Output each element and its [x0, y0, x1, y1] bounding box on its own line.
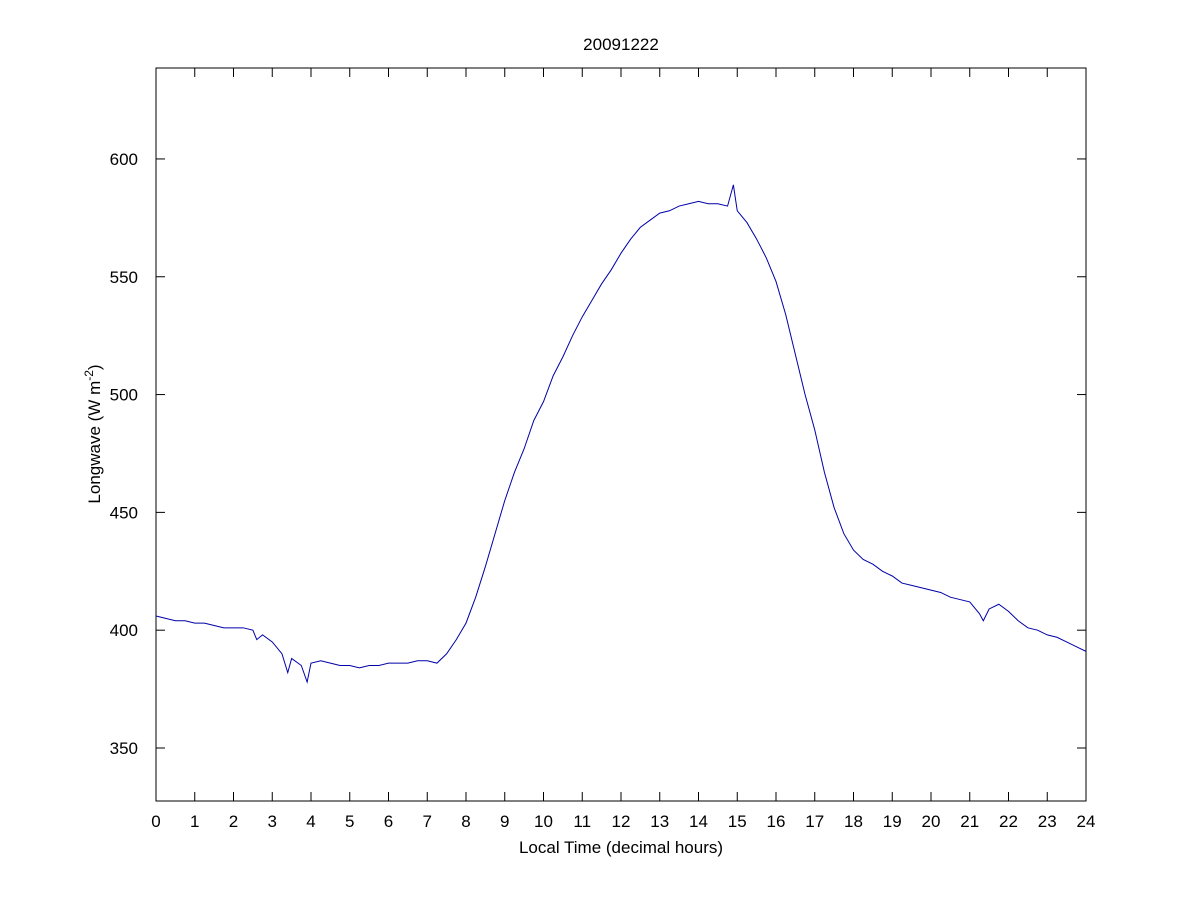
- x-tick-label: 11: [573, 812, 591, 831]
- y-label-main: Longwave (W m: [85, 381, 104, 504]
- x-tick-label: 16: [767, 812, 786, 831]
- x-tick-label: 5: [345, 812, 354, 831]
- x-tick-label: 3: [268, 812, 277, 831]
- data-line: [155, 184, 1087, 684]
- x-tick-label: 7: [423, 812, 432, 831]
- y-label-exponent: -2: [82, 370, 96, 381]
- x-tick-label: 19: [883, 812, 902, 831]
- x-tick-label: 24: [1077, 812, 1096, 831]
- x-tick-label: 17: [805, 812, 824, 831]
- y-tick-label: 450: [110, 503, 138, 522]
- y-tick-label: 400: [110, 621, 138, 640]
- y-tick-label: 350: [110, 739, 138, 758]
- y-tick-label: 600: [110, 150, 138, 169]
- x-tick-label: 2: [229, 812, 238, 831]
- x-tick-label: 1: [190, 812, 199, 831]
- x-tick-label: 12: [612, 812, 631, 831]
- x-tick-label: 4: [306, 812, 315, 831]
- x-tick-label: 10: [534, 812, 553, 831]
- plot-frame: [155, 67, 1087, 802]
- x-tick-label: 8: [461, 812, 470, 831]
- x-axis-label: Local Time (decimal hours): [519, 838, 723, 857]
- x-tick-label: 15: [728, 812, 747, 831]
- x-tick-label: 18: [844, 812, 863, 831]
- x-tick-label: 9: [500, 812, 509, 831]
- x-tick-label: 6: [384, 812, 393, 831]
- x-tick-label: 13: [650, 812, 669, 831]
- y-tick-label: 500: [110, 386, 138, 405]
- x-tick-label: 22: [999, 812, 1018, 831]
- x-tick-label: 14: [689, 812, 708, 831]
- y-axis-label: Longwave (W m-2): [82, 364, 104, 503]
- x-tick-label: 23: [1038, 812, 1057, 831]
- y-label-close: ): [85, 364, 104, 370]
- chart-title: 20091222: [583, 35, 659, 54]
- x-tick-label: 20: [922, 812, 941, 831]
- y-tick-label: 550: [110, 268, 138, 287]
- x-tick-label: 0: [151, 812, 160, 831]
- x-tick-label: 21: [960, 812, 979, 831]
